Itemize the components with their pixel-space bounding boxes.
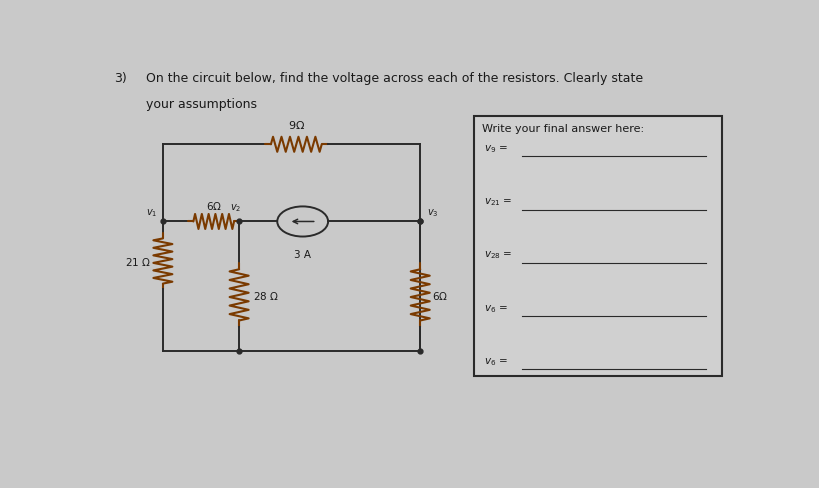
Text: 21 $\Omega$: 21 $\Omega$: [125, 256, 152, 267]
Text: Write your final answer here:: Write your final answer here:: [482, 123, 643, 134]
Text: $v_6$ =: $v_6$ =: [483, 355, 507, 367]
Text: $v_1$: $v_1$: [147, 207, 157, 219]
Text: your assumptions: your assumptions: [146, 98, 256, 111]
Text: 6$\Omega$: 6$\Omega$: [206, 200, 221, 211]
Text: $v_{28}$ =: $v_{28}$ =: [483, 249, 512, 261]
Text: $v_{21}$ =: $v_{21}$ =: [483, 196, 512, 208]
Text: 3 A: 3 A: [294, 249, 310, 259]
Bar: [473, 117, 722, 376]
Text: $v_9$ =: $v_9$ =: [483, 143, 507, 155]
Text: 6$\Omega$: 6$\Omega$: [431, 289, 447, 301]
Text: $v_2$: $v_2$: [230, 202, 242, 214]
Text: 9$\Omega$: 9$\Omega$: [287, 119, 305, 131]
Text: $v_3$: $v_3$: [426, 206, 437, 218]
Text: 3): 3): [114, 72, 126, 85]
Text: 28 $\Omega$: 28 $\Omega$: [253, 289, 278, 301]
Text: On the circuit below, find the voltage across each of the resistors. Clearly sta: On the circuit below, find the voltage a…: [146, 72, 642, 85]
Text: $v_6$ =: $v_6$ =: [483, 302, 507, 314]
